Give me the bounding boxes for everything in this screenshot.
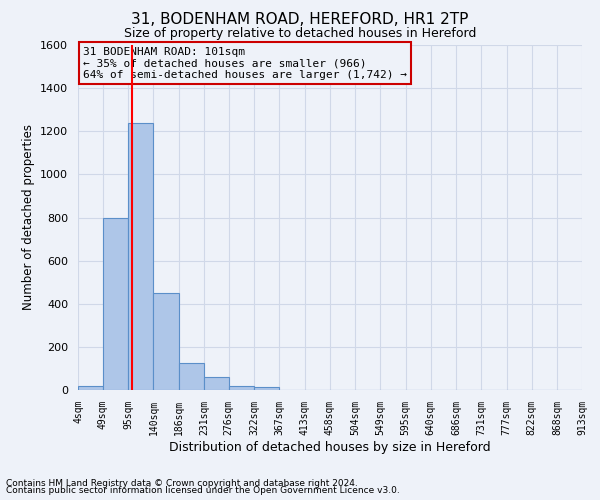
Text: 31 BODENHAM ROAD: 101sqm
← 35% of detached houses are smaller (966)
64% of semi-: 31 BODENHAM ROAD: 101sqm ← 35% of detach…	[83, 46, 407, 80]
Bar	[204, 377, 229, 390]
Text: Contains HM Land Registry data © Crown copyright and database right 2024.: Contains HM Land Registry data © Crown c…	[6, 478, 358, 488]
Bar	[254, 388, 279, 390]
Y-axis label: Number of detached properties: Number of detached properties	[22, 124, 35, 310]
Text: 31, BODENHAM ROAD, HEREFORD, HR1 2TP: 31, BODENHAM ROAD, HEREFORD, HR1 2TP	[131, 12, 469, 28]
Text: Contains public sector information licensed under the Open Government Licence v3: Contains public sector information licen…	[6, 486, 400, 495]
Bar	[154, 293, 179, 390]
Bar	[78, 386, 103, 390]
X-axis label: Distribution of detached houses by size in Hereford: Distribution of detached houses by size …	[169, 440, 491, 454]
Bar	[179, 363, 204, 390]
Bar	[229, 386, 254, 390]
Bar	[128, 122, 154, 390]
Text: Size of property relative to detached houses in Hereford: Size of property relative to detached ho…	[124, 28, 476, 40]
Bar	[103, 218, 128, 390]
